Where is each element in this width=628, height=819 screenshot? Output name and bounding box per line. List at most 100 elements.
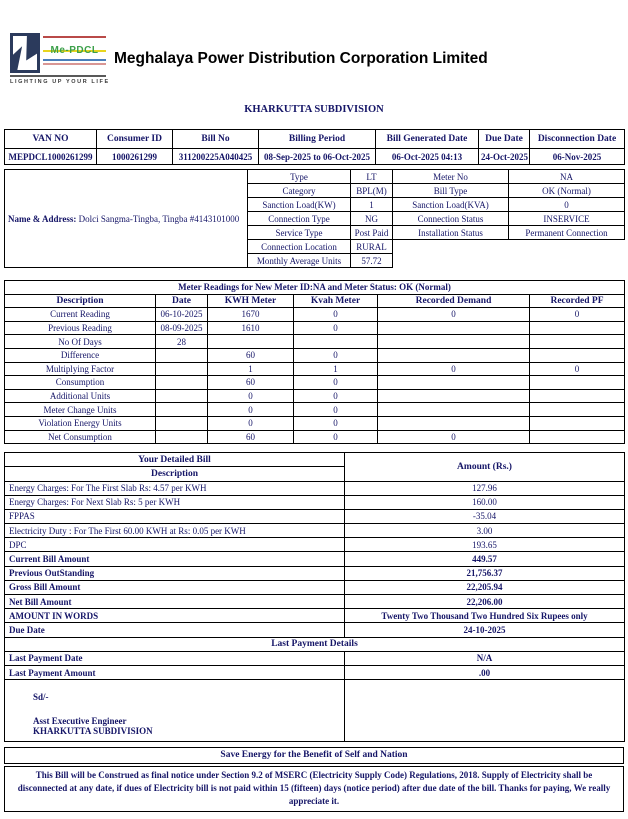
charge-amount: 160.00 — [344, 494, 625, 510]
subdivision-title: KHARKUTTA SUBDIVISION — [244, 104, 384, 115]
cell — [529, 388, 625, 404]
cell: No Of Days — [4, 334, 156, 349]
cell — [207, 334, 294, 349]
cell — [155, 429, 208, 445]
consumer-row: Connection Location RURAL — [5, 239, 625, 254]
cell — [377, 320, 530, 336]
charge-amount: 193.65 — [344, 537, 625, 553]
cell: 0 — [293, 402, 378, 417]
cell: Difference — [4, 347, 156, 363]
meter-banner-row: Meter Readings for New Meter ID:NA and M… — [4, 280, 625, 295]
attr-label: Category — [247, 183, 351, 198]
name-address-value: Dolci Sangma-Tingba, Tingba #4143101000 — [78, 213, 240, 224]
meter-row: Additional Units 0 0 — [4, 388, 625, 404]
name-address-cell: Name & Address: Dolci Sangma-Tingba, Tin… — [4, 169, 248, 268]
attr-value: Permanent Connection — [508, 225, 625, 240]
attr-value: LT — [350, 169, 393, 184]
col-header-bill-generated-date: Bill Generated Date — [375, 129, 479, 149]
attr-label: Connection Status — [392, 211, 509, 226]
col-header-due-date: Due Date — [478, 129, 530, 149]
charge-label: DPC — [4, 537, 345, 553]
cell — [155, 361, 208, 377]
cell: 28 — [155, 334, 208, 349]
last-payment-date-label: Last Payment Date — [4, 650, 345, 666]
total-amount: 22,206.00 — [344, 593, 625, 610]
cell: 0 — [377, 307, 530, 322]
consumer-row: Monthly Average Units 57.72 — [5, 253, 625, 268]
charge-row: Energy Charges: For The First Slab Rs: 4… — [4, 480, 625, 496]
cell: 0 — [293, 347, 378, 363]
total-row: Gross Bill Amount 22,205.94 — [4, 579, 625, 596]
total-label: Current Bill Amount — [4, 551, 345, 567]
lightning-bolt-icon — [10, 33, 40, 73]
logo-top: Me-PDCL — [10, 33, 106, 73]
logo-tagline: LIGHTING UP YOUR LIFE — [10, 75, 108, 85]
col-header-billing-period: Billing Period — [258, 129, 376, 149]
amount-header: Amount (Rs.) — [344, 452, 625, 482]
consumer-table: Name & Address: Dolci Sangma-Tingba, Tin… — [4, 169, 625, 268]
col-header-disconnection-date: Disconnection Date — [529, 129, 625, 149]
col-header-kvah-meter: Kvah Meter — [293, 293, 378, 309]
cell: 0 — [207, 415, 294, 431]
attr-value: 0 — [508, 197, 625, 212]
attr-value: INSERVICE — [508, 211, 625, 226]
total-row: Current Bill Amount 449.57 — [4, 551, 625, 567]
signature-sd: Sd/- — [33, 692, 49, 703]
last-payment-title: Last Payment Details — [4, 636, 625, 652]
cell — [155, 347, 208, 363]
brand-line-red — [43, 36, 106, 38]
cell: 0 — [207, 388, 294, 404]
signature-office: KHARKUTTA SUBDIVISION — [33, 726, 153, 737]
bolt-shape — [13, 36, 37, 70]
detailed-bill-table: Your Detailed Bill Amount (Rs.) Descript… — [4, 452, 625, 743]
billing-period-value: 08-Sep-2025 to 06-Oct-2025 — [258, 148, 376, 165]
cell — [377, 388, 530, 404]
attr-value: NG — [350, 211, 393, 226]
van-no-value: MEPDCL1000261299 — [4, 148, 97, 165]
cell: 0 — [529, 361, 625, 377]
charge-label: Energy Charges: For Next Slab Rs: 5 per … — [4, 494, 345, 510]
cell: 0 — [293, 429, 378, 445]
total-row: Previous OutStanding 21,756.37 — [4, 565, 625, 581]
brand-text-wrap: Me-PDCL — [43, 40, 106, 58]
charge-label: Electricity Duty : For The First 60.00 K… — [4, 523, 345, 539]
attr-label: Connection Type — [247, 211, 351, 226]
col-header-description: Description — [4, 293, 156, 309]
cell: 0 — [293, 415, 378, 431]
attr-label: Installation Status — [392, 225, 509, 240]
cell: 1610 — [207, 320, 294, 336]
cell: 1 — [207, 361, 294, 377]
cell — [529, 334, 625, 349]
attr-label: Meter No — [392, 169, 509, 184]
col-header-van-no: VAN NO — [4, 129, 97, 149]
cell: 0 — [529, 307, 625, 322]
charge-amount: 3.00 — [344, 523, 625, 539]
meter-readings-title: Meter Readings for New Meter ID:NA and M… — [4, 280, 625, 295]
cell — [377, 415, 530, 431]
due-date-value: 24-10-2025 — [344, 622, 625, 638]
meter-row: Violation Energy Units 0 0 — [4, 415, 625, 431]
charge-label: Energy Charges: For The First Slab Rs: 4… — [4, 480, 345, 496]
meter-row: No Of Days 28 — [4, 334, 625, 349]
cell: 0 — [293, 320, 378, 336]
cell: 06-10-2025 — [155, 307, 208, 322]
cell: 0 — [293, 388, 378, 404]
attr-value: 1 — [350, 197, 393, 212]
description-header: Description — [4, 466, 345, 482]
cell: 1670 — [207, 307, 294, 322]
final-notice-text: This Bill will be Construed as final not… — [4, 766, 624, 813]
empty-cell — [392, 239, 625, 254]
signature-block: Sd/- Asst Executive Engineer KHARKUTTA S… — [4, 679, 345, 743]
consumer-row: Name & Address: Dolci Sangma-Tingba, Tin… — [4, 169, 625, 268]
cell: 0 — [293, 375, 378, 390]
charge-row: Energy Charges: For Next Slab Rs: 5 per … — [4, 494, 625, 510]
attr-value: OK (Normal) — [508, 183, 625, 198]
last-payment-row: Last Payment Date N/A — [4, 650, 625, 666]
cell: 60 — [207, 375, 294, 390]
bill-info-header-row: VAN NO Consumer ID Bill No Billing Perio… — [4, 129, 625, 149]
amount-in-words-label: AMOUNT IN WORDS — [4, 608, 345, 624]
meter-row: Consumption 60 0 — [4, 375, 625, 390]
cell: Net Consumption — [4, 429, 156, 445]
cell — [155, 388, 208, 404]
cell: Consumption — [4, 375, 156, 390]
